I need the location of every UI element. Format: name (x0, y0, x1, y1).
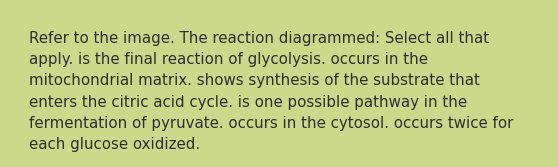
Text: Refer to the image. The reaction diagrammed: Select all that
apply. is the final: Refer to the image. The reaction diagram… (28, 31, 513, 152)
